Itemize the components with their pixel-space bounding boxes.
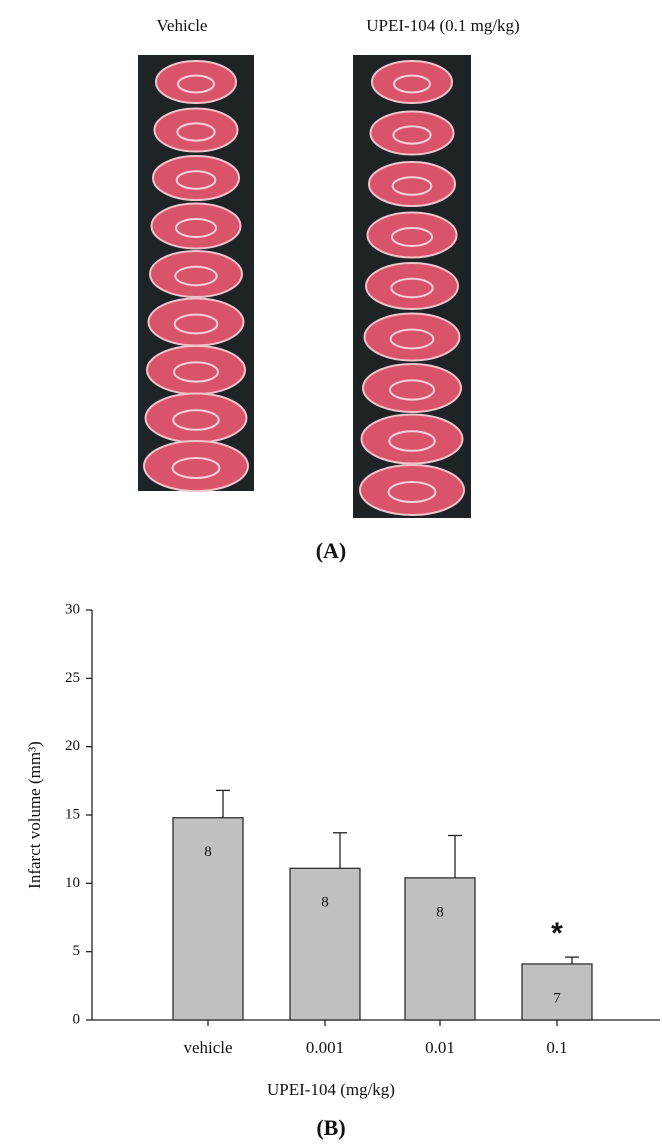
brain-slice [152, 204, 241, 249]
n-label: 7 [553, 990, 561, 1006]
brain-slice [366, 263, 458, 309]
photo-label: UPEI-104 (0.1 mg/kg) [366, 16, 519, 35]
brain-slice [144, 441, 248, 491]
brain-slice [156, 61, 236, 103]
brain-slice [147, 346, 245, 394]
photo-label: Vehicle [157, 16, 208, 35]
brain-slice [362, 415, 463, 464]
y-tick-label: 15 [65, 806, 80, 822]
brain-slice [372, 61, 452, 103]
x-axis-label: UPEI-104 (mg/kg) [267, 1080, 395, 1099]
brain-slice [363, 364, 461, 412]
brain-slice [155, 109, 238, 152]
brain-slice [150, 251, 242, 297]
n-label: 8 [436, 904, 444, 920]
figure: Vehicle UPEI-104 (0.1 mg/kg) (A) (B) UPE… [0, 0, 662, 1148]
y-tick-label: 30 [65, 601, 80, 617]
brain-slice [365, 314, 460, 361]
panel-label: (A) [316, 538, 347, 563]
x-tick-label: 0.01 [425, 1038, 455, 1057]
brain-slice [153, 156, 239, 200]
brain-slice [371, 112, 454, 155]
x-tick-label: vehicle [183, 1038, 232, 1057]
brain-slice [369, 162, 455, 206]
x-tick-label: 0.001 [306, 1038, 344, 1057]
n-label: 8 [204, 844, 212, 860]
brain-slice [149, 299, 244, 346]
brain-slice [360, 465, 464, 515]
y-tick-label: 10 [65, 875, 80, 891]
panel-label: (B) [316, 1115, 345, 1140]
brain-slice [146, 394, 247, 443]
bar [290, 868, 360, 1020]
y-tick-label: 20 [65, 738, 80, 754]
y-axis-label: Infarct volume (mm³) [25, 741, 44, 889]
brain-slice [368, 213, 457, 258]
significance-mark: * [551, 917, 563, 950]
y-tick-label: 5 [73, 943, 81, 959]
bar [405, 878, 475, 1020]
y-tick-label: 25 [65, 670, 80, 686]
x-tick-label: 0.1 [546, 1038, 567, 1057]
n-label: 8 [321, 895, 329, 911]
y-tick-label: 0 [73, 1011, 81, 1027]
